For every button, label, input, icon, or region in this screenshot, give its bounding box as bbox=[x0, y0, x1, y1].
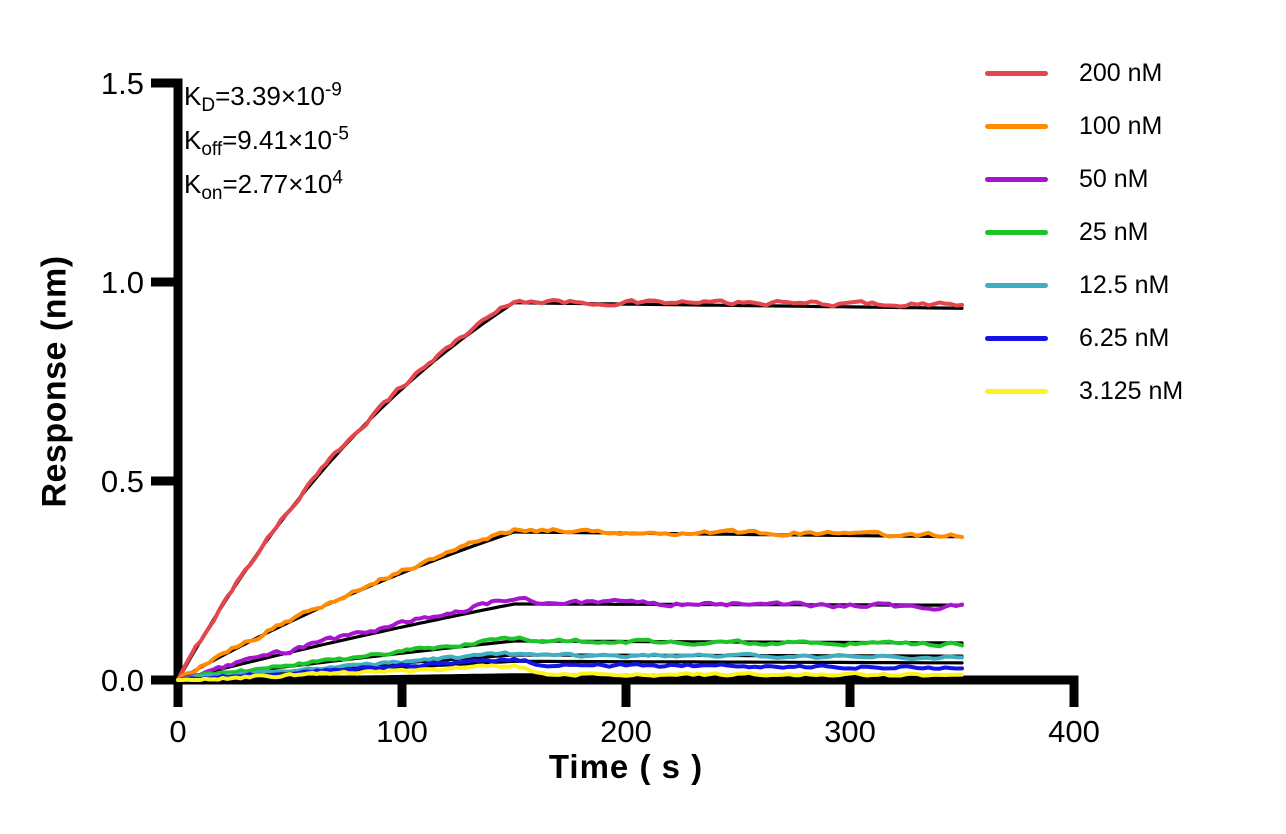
data-curve-50-nm bbox=[176, 595, 964, 682]
y-tick-label: 1.0 bbox=[101, 265, 144, 300]
kd-value: KD=3.39×10-9 bbox=[184, 74, 349, 118]
legend-item-50-nm: 50 nM bbox=[985, 153, 1183, 206]
legend-swatch-3.125-nm bbox=[985, 389, 1048, 394]
legend-swatch-6.25-nm bbox=[985, 336, 1048, 341]
curves bbox=[176, 298, 964, 682]
legend-item-3.125-nm: 3.125 nM bbox=[985, 365, 1183, 418]
legend-item-25-nm: 25 nM bbox=[985, 206, 1183, 259]
kinetics-annotation: KD=3.39×10-9 Koff=9.41×10-5 Kon=2.77×104 bbox=[184, 74, 349, 206]
legend-item-12.5-nm: 12.5 nM bbox=[985, 259, 1183, 312]
legend-swatch-100-nm bbox=[985, 124, 1048, 129]
legend-swatch-25-nm bbox=[985, 230, 1048, 235]
data-curve-25-nm bbox=[176, 635, 964, 682]
x-axis-title: Time ( s ) bbox=[548, 748, 704, 785]
data-curve-100-nm bbox=[176, 527, 964, 682]
legend-swatch-200-nm bbox=[985, 71, 1048, 76]
x-tick-label: 100 bbox=[376, 714, 428, 749]
x-tick-label: 300 bbox=[824, 714, 876, 749]
constant-subscript: on bbox=[201, 183, 223, 205]
koff-value: Koff=9.41×10-5 bbox=[184, 118, 349, 162]
x-tick-label: 400 bbox=[1048, 714, 1100, 749]
constant-symbol: K bbox=[184, 125, 202, 155]
legend-label-6.25-nm: 6.25 nM bbox=[1079, 324, 1170, 352]
y-tick-label: 0.0 bbox=[101, 663, 144, 698]
tick-labels: 0.0 0.5 1.0 1.5 0 100 200 300 400 bbox=[101, 66, 1100, 749]
legend-label-3.125-nm: 3.125 nM bbox=[1079, 377, 1184, 405]
legend-item-200-nm: 200 nM bbox=[985, 47, 1183, 100]
constant-subscript: off bbox=[201, 139, 223, 161]
legend-swatch-50-nm bbox=[985, 177, 1048, 182]
fit-curve-3.125-nm bbox=[176, 673, 964, 682]
legend-label-12.5-nm: 12.5 nM bbox=[1079, 271, 1170, 299]
legend-label-200-nm: 200 nM bbox=[1079, 59, 1163, 87]
legend-item-6.25-nm: 6.25 nM bbox=[985, 312, 1183, 365]
x-tick-label: 0 bbox=[169, 714, 186, 749]
constant-symbol: K bbox=[184, 169, 202, 199]
constant-symbol: K bbox=[184, 81, 202, 111]
constant-exponent: 4 bbox=[332, 167, 343, 189]
legend-label-25-nm: 25 nM bbox=[1079, 218, 1149, 246]
legend-label-100-nm: 100 nM bbox=[1079, 112, 1163, 140]
constant-subscript: D bbox=[201, 95, 216, 117]
legend-swatch-12.5-nm bbox=[985, 283, 1048, 288]
constant-value: =2.77×10 bbox=[222, 169, 333, 199]
fit-curve-200-nm bbox=[176, 301, 964, 682]
x-tick-label: 200 bbox=[600, 714, 652, 749]
constant-value: =9.41×10 bbox=[222, 125, 333, 155]
data-curve-3.125-nm bbox=[176, 663, 964, 682]
constant-exponent: -5 bbox=[332, 123, 349, 145]
data-curve-200-nm bbox=[176, 298, 964, 682]
legend-label-50-nm: 50 nM bbox=[1079, 165, 1149, 193]
kon-value: Kon=2.77×104 bbox=[184, 162, 349, 206]
legend: 200 nM 100 nM 50 nM 25 nM 12.5 nM 6.25 nM 3.12… bbox=[985, 47, 1183, 418]
y-tick-label: 1.5 bbox=[101, 66, 144, 101]
axes bbox=[151, 78, 1079, 707]
constant-exponent: -9 bbox=[324, 79, 342, 101]
data-curve-12.5-nm bbox=[176, 650, 964, 682]
y-tick-label: 0.5 bbox=[101, 464, 144, 499]
constant-value: =3.39×10 bbox=[215, 81, 325, 111]
legend-item-100-nm: 100 nM bbox=[985, 100, 1183, 153]
